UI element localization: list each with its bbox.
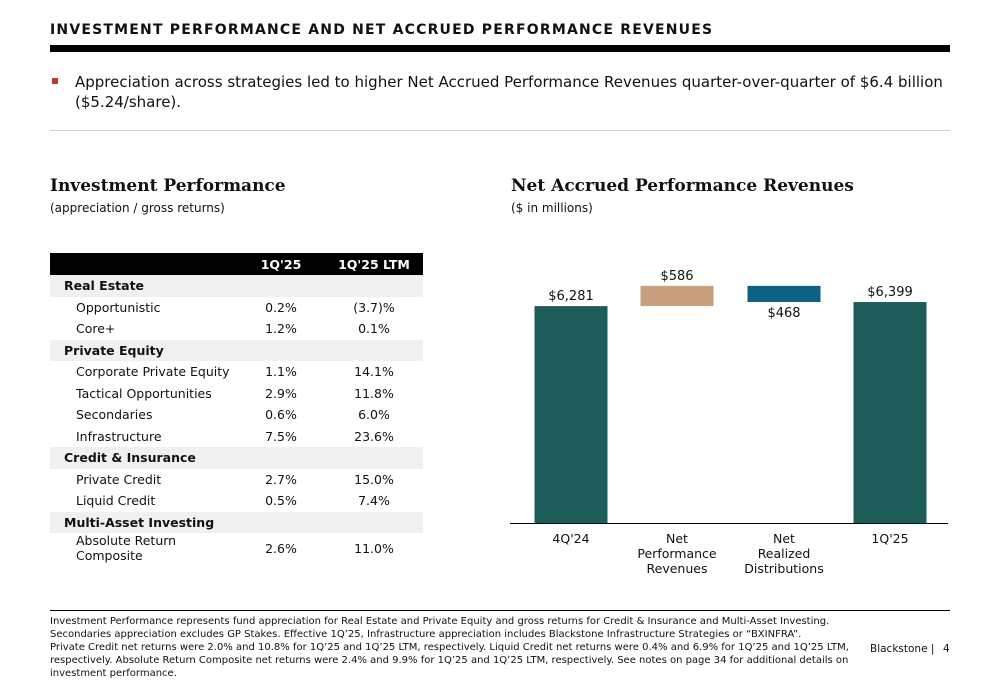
page-number: 4 [943, 643, 950, 655]
table-row: Tactical Opportunities 2.9% 11.8% [50, 383, 423, 405]
data-label: $6,281 [548, 289, 594, 304]
investment-performance-table: 1Q'25 1Q'25 LTM Real Estate Opportunistic… [50, 253, 423, 563]
row-1q25-ltm: 15.0% [354, 471, 394, 487]
row-1q25: 1.1% [265, 364, 297, 380]
footer-rule [50, 610, 950, 611]
table-row: Private Credit 2.7% 15.0% [50, 469, 423, 491]
table-row: Corporate Private Equity 1.1% 14.1% [50, 361, 423, 383]
row-1q25: 1.2% [265, 321, 297, 337]
table-group-row: Real Estate [50, 275, 423, 297]
row-1q25: 0.5% [265, 493, 297, 509]
row-1q25: 0.2% [265, 299, 297, 315]
row-label: Corporate Private Equity [76, 364, 230, 380]
table-group-row: Credit & Insurance [50, 447, 423, 469]
footnote-line: Investment Performance represents fund a… [50, 616, 830, 627]
row-label: Opportunistic [76, 299, 161, 315]
row-label: Core+ [76, 321, 116, 337]
section-divider [50, 130, 950, 131]
row-label: Infrastructure [76, 428, 162, 444]
table-group-row: Private Equity [50, 339, 423, 361]
group-name: Credit & Insurance [50, 447, 423, 469]
group-name: Real Estate [50, 275, 423, 297]
footnote-line: Secondaries appreciation excludes GP Sta… [50, 629, 802, 640]
table-group-row: Multi-Asset Investing [50, 511, 423, 533]
waterfall-bar [747, 285, 821, 303]
data-label: $468 [767, 306, 800, 321]
net-accrued-title: Net Accrued Performance Revenues [511, 176, 854, 196]
footnote: Investment Performance represents fund a… [50, 615, 850, 680]
group-name: Private Equity [50, 339, 423, 361]
row-1q25-ltm: 6.0% [358, 407, 390, 423]
row-1q25-ltm: 0.1% [358, 321, 390, 337]
row-1q25: 2.7% [265, 471, 297, 487]
waterfall-chart: $6,281 $586 $468 $6,399 4Q'24 Net Performance R… [510, 269, 948, 576]
row-label: Secondaries [76, 407, 153, 423]
row-label: Tactical Opportunities [76, 385, 212, 401]
investment-performance-subtitle: (appreciation / gross returns) [50, 201, 225, 215]
row-label: Liquid Credit [76, 493, 156, 509]
group-name: Multi-Asset Investing [50, 511, 423, 533]
table-row: Liquid Credit 0.5% 7.4% [50, 490, 423, 512]
row-1q25: 0.6% [265, 407, 297, 423]
bullet-marker [52, 78, 58, 84]
investment-performance-title: Investment Performance [50, 176, 286, 196]
waterfall-bar [640, 285, 714, 307]
waterfall-bar [534, 306, 608, 523]
table-row: Absolute Return Composite 2.6% 11.0% [50, 533, 423, 563]
row-1q25-ltm: 14.1% [354, 364, 394, 380]
category-label: 4Q'24 [552, 531, 589, 546]
header-1q25: 1Q'25 [237, 253, 325, 275]
waterfall-bar [853, 302, 927, 523]
table-row: Secondaries 0.6% 6.0% [50, 404, 423, 426]
row-1q25: 7.5% [265, 428, 297, 444]
table-row: Infrastructure 7.5% 23.6% [50, 426, 423, 448]
row-label: Absolute Return Composite [76, 533, 177, 563]
category-label: 1Q'25 [871, 531, 908, 546]
row-1q25-ltm: 11.0% [354, 540, 394, 556]
key-takeaway: Appreciation across strategies led to hi… [75, 73, 943, 111]
net-accrued-subtitle: ($ in millions) [511, 201, 593, 215]
table-body: Real Estate Opportunistic 0.2% (3.7)% Core+ 1… [50, 275, 423, 563]
row-label: Private Credit [76, 471, 162, 487]
row-1q25: 2.9% [265, 385, 297, 401]
footnote-line: Private Credit net returns were 2.0% and… [50, 642, 849, 679]
category-label: Net Realized Distributions [744, 531, 823, 576]
table-row: Core+ 1.2% 0.1% [50, 318, 423, 340]
header-1q25-ltm: 1Q'25 LTM [325, 253, 423, 275]
table-header-row: 1Q'25 1Q'25 LTM [50, 253, 423, 275]
page-title: INVESTMENT PERFORMANCE AND NET ACCRUED P… [50, 22, 714, 38]
row-1q25-ltm: (3.7)% [353, 299, 395, 315]
row-1q25: 2.6% [265, 540, 297, 556]
data-label: $6,399 [867, 285, 913, 300]
header-label [50, 253, 237, 275]
row-1q25-ltm: 7.4% [358, 493, 390, 509]
row-1q25-ltm: 23.6% [354, 428, 394, 444]
header-bar [50, 45, 950, 52]
data-label: $586 [660, 269, 693, 284]
brand-name: Blackstone | [870, 643, 935, 655]
table-row: Opportunistic 0.2% (3.7)% [50, 297, 423, 319]
row-1q25-ltm: 11.8% [354, 385, 394, 401]
category-label: Net Performance Revenues [637, 531, 717, 576]
